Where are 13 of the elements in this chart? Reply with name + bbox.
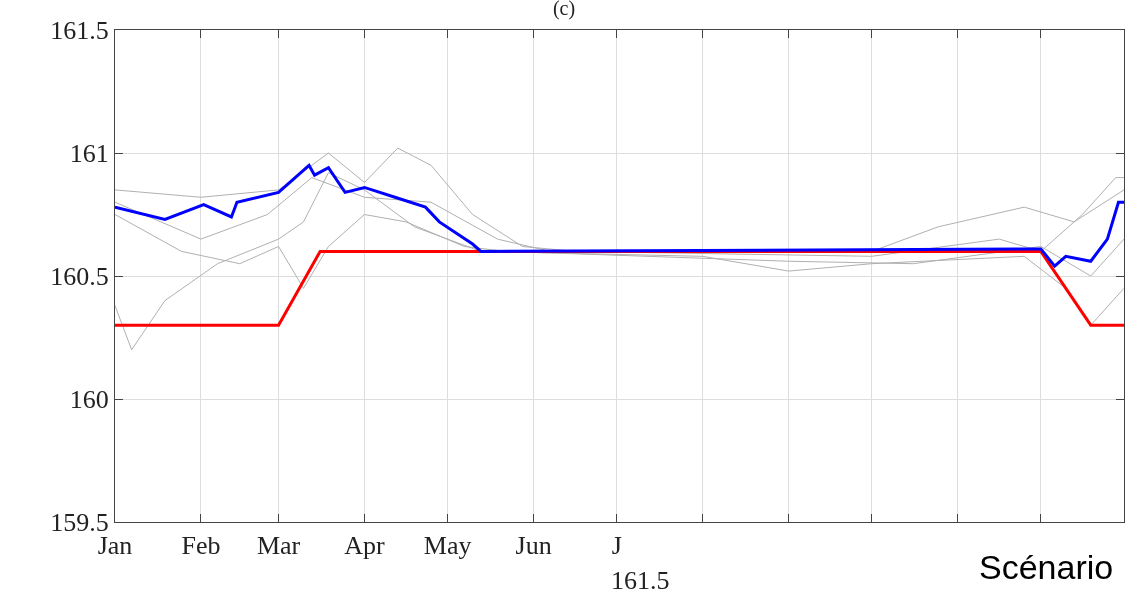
x-tick-label: Mar xyxy=(256,531,301,561)
x-tick-label: May xyxy=(423,531,472,561)
y-tick-label: 161.5 xyxy=(50,16,109,46)
text: Scénario xyxy=(979,548,1114,586)
x-tick-label: Apr xyxy=(344,531,386,561)
x-tick-label: Jun xyxy=(515,531,552,561)
y-tick-label: 160.5 xyxy=(50,262,109,292)
chart-title: (c) xyxy=(552,0,576,21)
x-tick-label: J xyxy=(611,531,622,561)
text: 161.5 xyxy=(611,566,670,590)
y-tick-label: 160 xyxy=(69,385,109,415)
x-tick-label: Feb xyxy=(181,531,221,561)
y-tick-label: 161 xyxy=(69,139,109,169)
